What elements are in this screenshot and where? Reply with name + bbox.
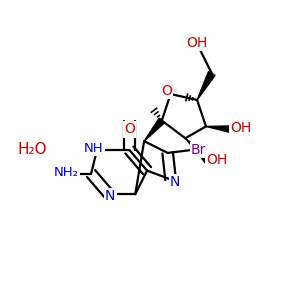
Text: OH: OH [230,121,251,135]
Text: O: O [161,84,172,98]
Text: N: N [105,189,116,202]
Text: OH: OH [206,153,228,167]
Text: O: O [124,122,135,136]
Polygon shape [197,72,215,100]
Text: N: N [170,176,180,189]
Text: OH: OH [187,35,208,50]
Text: Br: Br [191,143,206,157]
Text: H₂O: H₂O [17,142,47,158]
Polygon shape [185,138,212,164]
Polygon shape [144,118,164,141]
Text: NH₂: NH₂ [54,166,79,178]
Text: NH: NH [84,142,104,155]
Polygon shape [206,126,233,133]
